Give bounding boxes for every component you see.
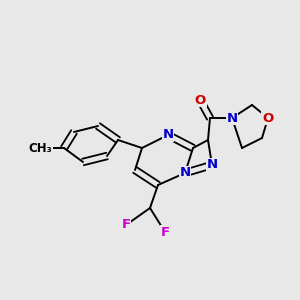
Text: O: O bbox=[262, 112, 274, 124]
Text: N: N bbox=[162, 128, 174, 142]
Text: N: N bbox=[179, 167, 191, 179]
Text: F: F bbox=[160, 226, 169, 238]
Text: N: N bbox=[226, 112, 238, 124]
Text: CH₃: CH₃ bbox=[28, 142, 52, 154]
Text: N: N bbox=[206, 158, 218, 172]
Text: O: O bbox=[194, 94, 206, 106]
Text: F: F bbox=[122, 218, 130, 232]
